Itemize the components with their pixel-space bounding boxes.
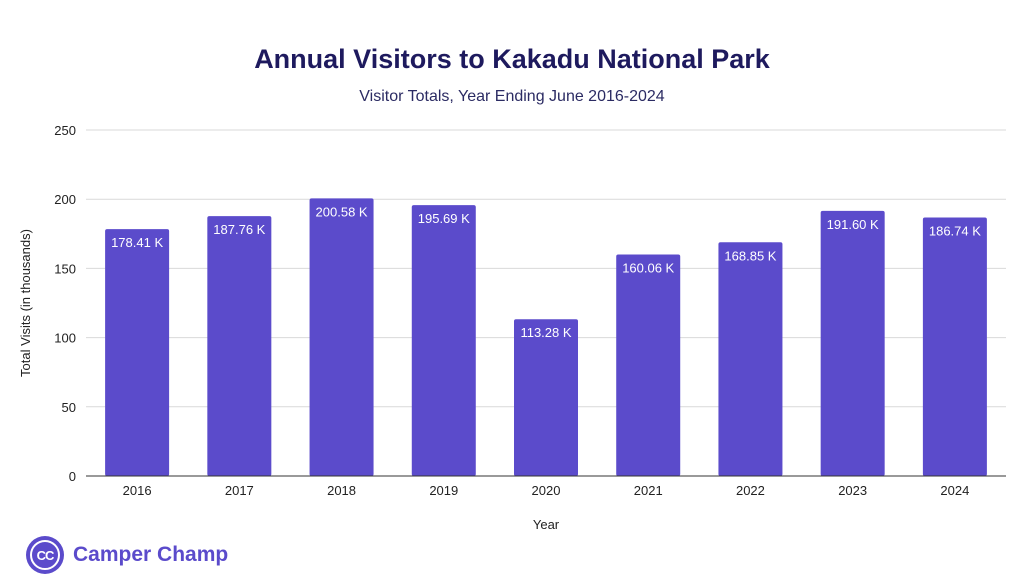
y-tick-label: 100 — [54, 331, 76, 346]
x-tick-label: 2024 — [940, 483, 969, 498]
chart-subtitle: Visitor Totals, Year Ending June 2016-20… — [359, 88, 665, 105]
y-axis-title: Total Visits (in thousands) — [18, 229, 33, 377]
x-axis-title: Year — [533, 517, 560, 532]
data-label: 178.41 K — [111, 235, 163, 250]
data-label: 195.69 K — [418, 211, 470, 226]
bar — [922, 217, 987, 477]
brand: CC Camper Champ — [26, 535, 228, 575]
bar — [820, 210, 885, 476]
x-tick-label: 2021 — [634, 483, 663, 498]
bar — [514, 319, 578, 476]
x-tick-label: 2019 — [429, 483, 458, 498]
chart-title: Annual Visitors to Kakadu National Park — [254, 44, 770, 74]
data-label: 160.06 K — [622, 260, 674, 275]
brand-name: Camper Champ — [73, 543, 229, 566]
data-label: 168.85 K — [724, 248, 776, 263]
data-label: 200.58 K — [316, 204, 368, 219]
bar — [207, 216, 272, 476]
y-tick-label: 0 — [69, 469, 76, 484]
bar-chart: 0 50 100 150 200 250 178.41 K 2016 187.76 K 2017 2… — [18, 123, 1006, 532]
logo-text: CC — [36, 547, 55, 563]
data-label: 187.76 K — [213, 222, 265, 237]
x-tick-label: 2017 — [225, 483, 254, 498]
camper-champ-logo: CC — [26, 536, 64, 574]
x-tick-label: 2018 — [327, 483, 356, 498]
data-label: 113.28 K — [520, 325, 571, 340]
bar — [105, 229, 170, 476]
x-tick-label: 2020 — [532, 483, 561, 498]
bar — [616, 254, 681, 476]
x-tick-label: 2023 — [838, 483, 867, 498]
data-label: 186.74 K — [929, 224, 981, 239]
x-tick-label: 2022 — [736, 483, 765, 498]
y-tick-label: 50 — [62, 400, 76, 415]
x-tick-label: 2016 — [123, 483, 152, 498]
data-label: 191.60 K — [827, 217, 879, 232]
y-tick-label: 250 — [54, 123, 76, 138]
y-tick-label: 200 — [54, 192, 76, 207]
y-tick-label: 150 — [54, 261, 76, 276]
bar — [309, 198, 374, 476]
bar — [718, 242, 783, 476]
bar — [411, 205, 476, 476]
